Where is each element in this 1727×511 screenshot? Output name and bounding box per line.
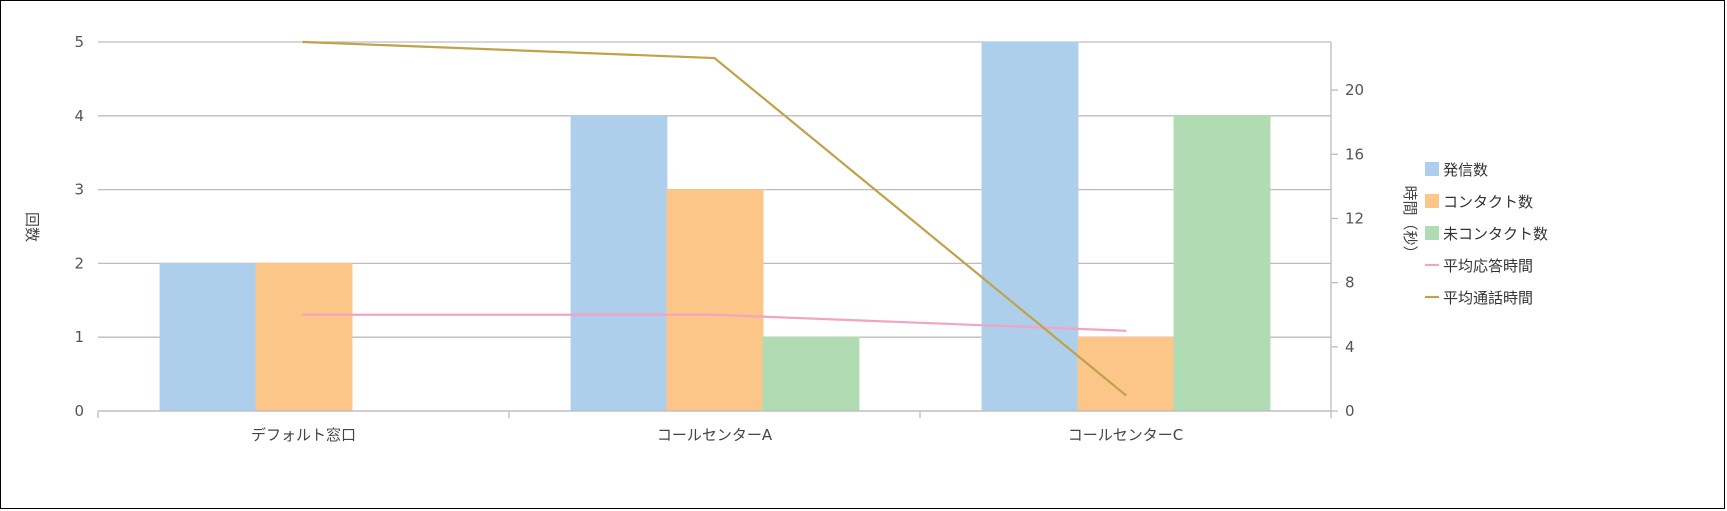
y-tick-label: 0 — [74, 402, 84, 420]
legend-swatch — [1425, 194, 1439, 208]
legend-label: 平均通話時間 — [1443, 289, 1533, 307]
y2-tick-label: 12 — [1345, 209, 1364, 227]
legend-label: 発信数 — [1443, 161, 1488, 179]
legend-swatch — [1425, 162, 1439, 176]
legend-label: 未コンタクト数 — [1443, 225, 1548, 243]
bar-コンタクト数-コールセンターC — [1077, 336, 1175, 412]
legend-swatch — [1425, 226, 1439, 240]
y2-tick-label: 0 — [1345, 402, 1355, 420]
bar-未コンタクト数-コールセンターA — [762, 336, 860, 412]
legend-label: 平均応答時間 — [1443, 257, 1533, 275]
y2-tick-label: 20 — [1345, 81, 1364, 99]
point-平均通話時間 — [1124, 393, 1127, 397]
y2-tick-label: 16 — [1345, 145, 1364, 163]
y2-axis-title: 時間（秒） — [1401, 185, 1419, 260]
y-tick-label: 2 — [74, 254, 84, 272]
bar-コンタクト数-コールセンターA — [666, 189, 764, 412]
line-marks — [302, 40, 1127, 397]
bar-コンタクト数-デフォルト窓口 — [255, 262, 353, 412]
bar-未コンタクト数-コールセンターC — [1173, 115, 1271, 412]
x-tick-label: デフォルト窓口 — [251, 426, 356, 444]
point-平均応答時間 — [302, 313, 305, 316]
y-tick-label: 1 — [74, 328, 84, 346]
x-tick-label: コールセンターA — [657, 426, 773, 444]
point-平均応答時間 — [1124, 329, 1127, 332]
y2-tick-label: 8 — [1345, 274, 1355, 292]
point-平均通話時間 — [713, 56, 716, 60]
legend-label: コンタクト数 — [1443, 193, 1533, 211]
bar-発信数-デフォルト窓口 — [159, 262, 257, 412]
bar-marks — [159, 41, 1271, 412]
y-tick-label: 3 — [74, 181, 84, 199]
y-tick-label: 4 — [74, 107, 84, 125]
x-tick-label: コールセンターC — [1068, 426, 1183, 444]
y2-tick-label: 4 — [1345, 338, 1355, 356]
y-axis-title: 回数 — [23, 212, 41, 242]
point-平均通話時間 — [302, 40, 305, 44]
y-tick-label: 5 — [74, 33, 84, 51]
bar-発信数-コールセンターA — [570, 115, 668, 412]
bar-発信数-コールセンターC — [981, 41, 1079, 412]
point-平均応答時間 — [713, 313, 716, 316]
